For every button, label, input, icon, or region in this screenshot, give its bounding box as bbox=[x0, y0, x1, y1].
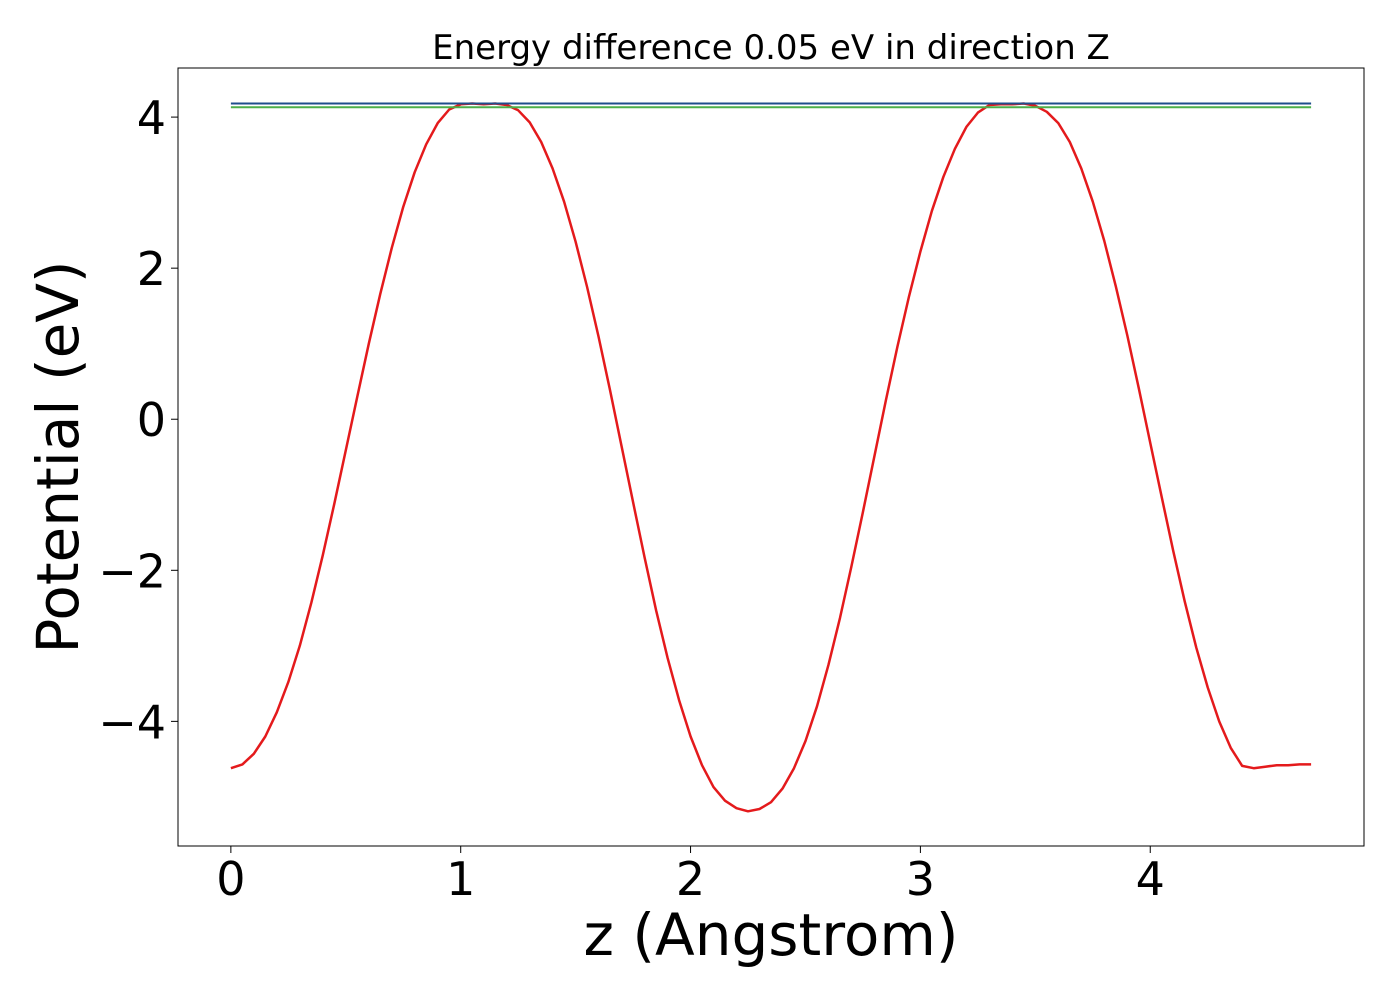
y-tick-label: 4 bbox=[137, 91, 166, 145]
y-axis-label: Potential (eV) bbox=[24, 260, 92, 653]
y-tick-label: −4 bbox=[98, 695, 166, 749]
y-tick-label: 2 bbox=[137, 242, 166, 296]
x-tick-label: 4 bbox=[1136, 852, 1165, 906]
chart-title: Energy difference 0.05 eV in direction Z bbox=[432, 28, 1110, 68]
potential-curve bbox=[230, 102, 1312, 813]
x-tick-label: 0 bbox=[216, 852, 245, 906]
plot-frame bbox=[177, 67, 1365, 847]
y-tick-label: −2 bbox=[98, 544, 166, 598]
y-tick-label: 0 bbox=[137, 393, 166, 447]
x-tick-label: 2 bbox=[676, 852, 705, 906]
x-tick-label: 1 bbox=[446, 852, 475, 906]
x-tick-label: 3 bbox=[906, 852, 935, 906]
x-axis-label: z (Angstrom) bbox=[584, 901, 959, 969]
